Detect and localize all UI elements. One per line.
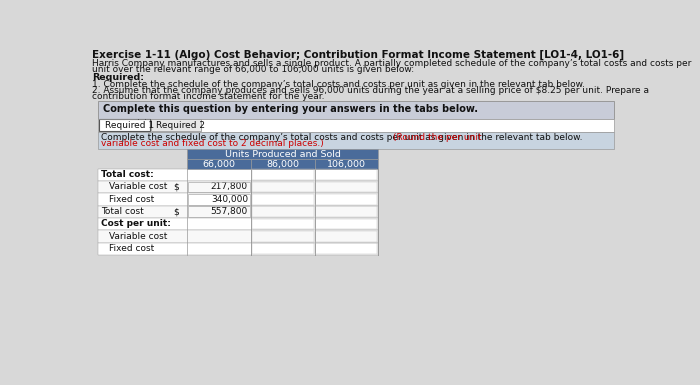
Bar bbox=[252, 231, 314, 242]
Text: contribution format income statement for the year.: contribution format income statement for… bbox=[92, 92, 325, 101]
Text: 557,800: 557,800 bbox=[211, 207, 248, 216]
Bar bbox=[98, 169, 378, 181]
Text: $: $ bbox=[174, 207, 179, 216]
Text: variable cost and fixed cost to 2 decimal places.): variable cost and fixed cost to 2 decima… bbox=[102, 139, 324, 148]
Bar bbox=[315, 182, 377, 192]
Text: 1. Complete the schedule of the company’s total costs and costs per unit as give: 1. Complete the schedule of the company’… bbox=[92, 80, 585, 89]
Text: Complete this question by entering your answers in the tabs below.: Complete this question by entering your … bbox=[103, 104, 478, 114]
Bar bbox=[314, 159, 378, 169]
Bar bbox=[151, 119, 202, 131]
Bar bbox=[251, 159, 314, 169]
Bar bbox=[252, 182, 314, 192]
Text: Required:: Required: bbox=[92, 73, 144, 82]
Bar bbox=[188, 159, 251, 169]
Bar bbox=[98, 206, 378, 218]
Text: 66,000: 66,000 bbox=[203, 160, 236, 169]
Text: Required 2: Required 2 bbox=[157, 121, 206, 130]
Text: Cost per unit:: Cost per unit: bbox=[102, 219, 172, 228]
Text: Exercise 1-11 (Algo) Cost Behavior; Contribution Format Income Statement [LO1-4,: Exercise 1-11 (Algo) Cost Behavior; Cont… bbox=[92, 49, 624, 60]
Text: 2. Assume that the company produces and sells 96,000 units during the year at a : 2. Assume that the company produces and … bbox=[92, 86, 649, 95]
Text: Variable cost: Variable cost bbox=[109, 182, 167, 191]
Text: Total cost: Total cost bbox=[102, 207, 144, 216]
Text: Fixed cost: Fixed cost bbox=[109, 244, 155, 253]
Text: 86,000: 86,000 bbox=[266, 160, 300, 169]
Text: Required 1: Required 1 bbox=[104, 121, 154, 130]
Text: Complete the schedule of the company’s total costs and costs per unit as given i: Complete the schedule of the company’s t… bbox=[102, 133, 586, 142]
Bar bbox=[99, 119, 150, 131]
Bar bbox=[252, 243, 314, 254]
Text: Harris Company manufactures and sells a single product. A partially completed sc: Harris Company manufactures and sells a … bbox=[92, 59, 692, 67]
Bar bbox=[98, 193, 378, 206]
Bar bbox=[252, 219, 314, 229]
Bar bbox=[188, 149, 378, 159]
Bar bbox=[98, 181, 378, 193]
Bar bbox=[252, 194, 314, 205]
Bar bbox=[98, 101, 614, 119]
Bar bbox=[188, 206, 251, 217]
Bar bbox=[252, 169, 314, 180]
Bar bbox=[98, 230, 378, 243]
Bar bbox=[315, 231, 377, 242]
Bar bbox=[252, 206, 314, 217]
Bar bbox=[98, 243, 378, 255]
Text: Variable cost: Variable cost bbox=[109, 232, 167, 241]
Bar bbox=[98, 149, 378, 255]
Bar bbox=[188, 182, 251, 192]
Bar bbox=[315, 206, 377, 217]
Text: (Round the per unit: (Round the per unit bbox=[393, 133, 482, 142]
Text: Total cost:: Total cost: bbox=[102, 170, 154, 179]
Text: $: $ bbox=[174, 182, 179, 191]
Bar bbox=[98, 119, 614, 132]
Bar bbox=[315, 219, 377, 229]
Text: 340,000: 340,000 bbox=[211, 195, 248, 204]
Text: 217,800: 217,800 bbox=[211, 182, 248, 191]
Bar bbox=[315, 194, 377, 205]
Bar bbox=[188, 194, 251, 205]
Bar bbox=[315, 169, 377, 180]
Text: Fixed cost: Fixed cost bbox=[109, 195, 155, 204]
Bar bbox=[98, 218, 378, 230]
Text: 106,000: 106,000 bbox=[327, 160, 366, 169]
Bar bbox=[98, 132, 614, 149]
Text: Units Produced and Sold: Units Produced and Sold bbox=[225, 150, 341, 159]
Bar bbox=[315, 243, 377, 254]
Text: unit over the relevant range of 66,000 to 106,000 units is given below:: unit over the relevant range of 66,000 t… bbox=[92, 65, 414, 74]
